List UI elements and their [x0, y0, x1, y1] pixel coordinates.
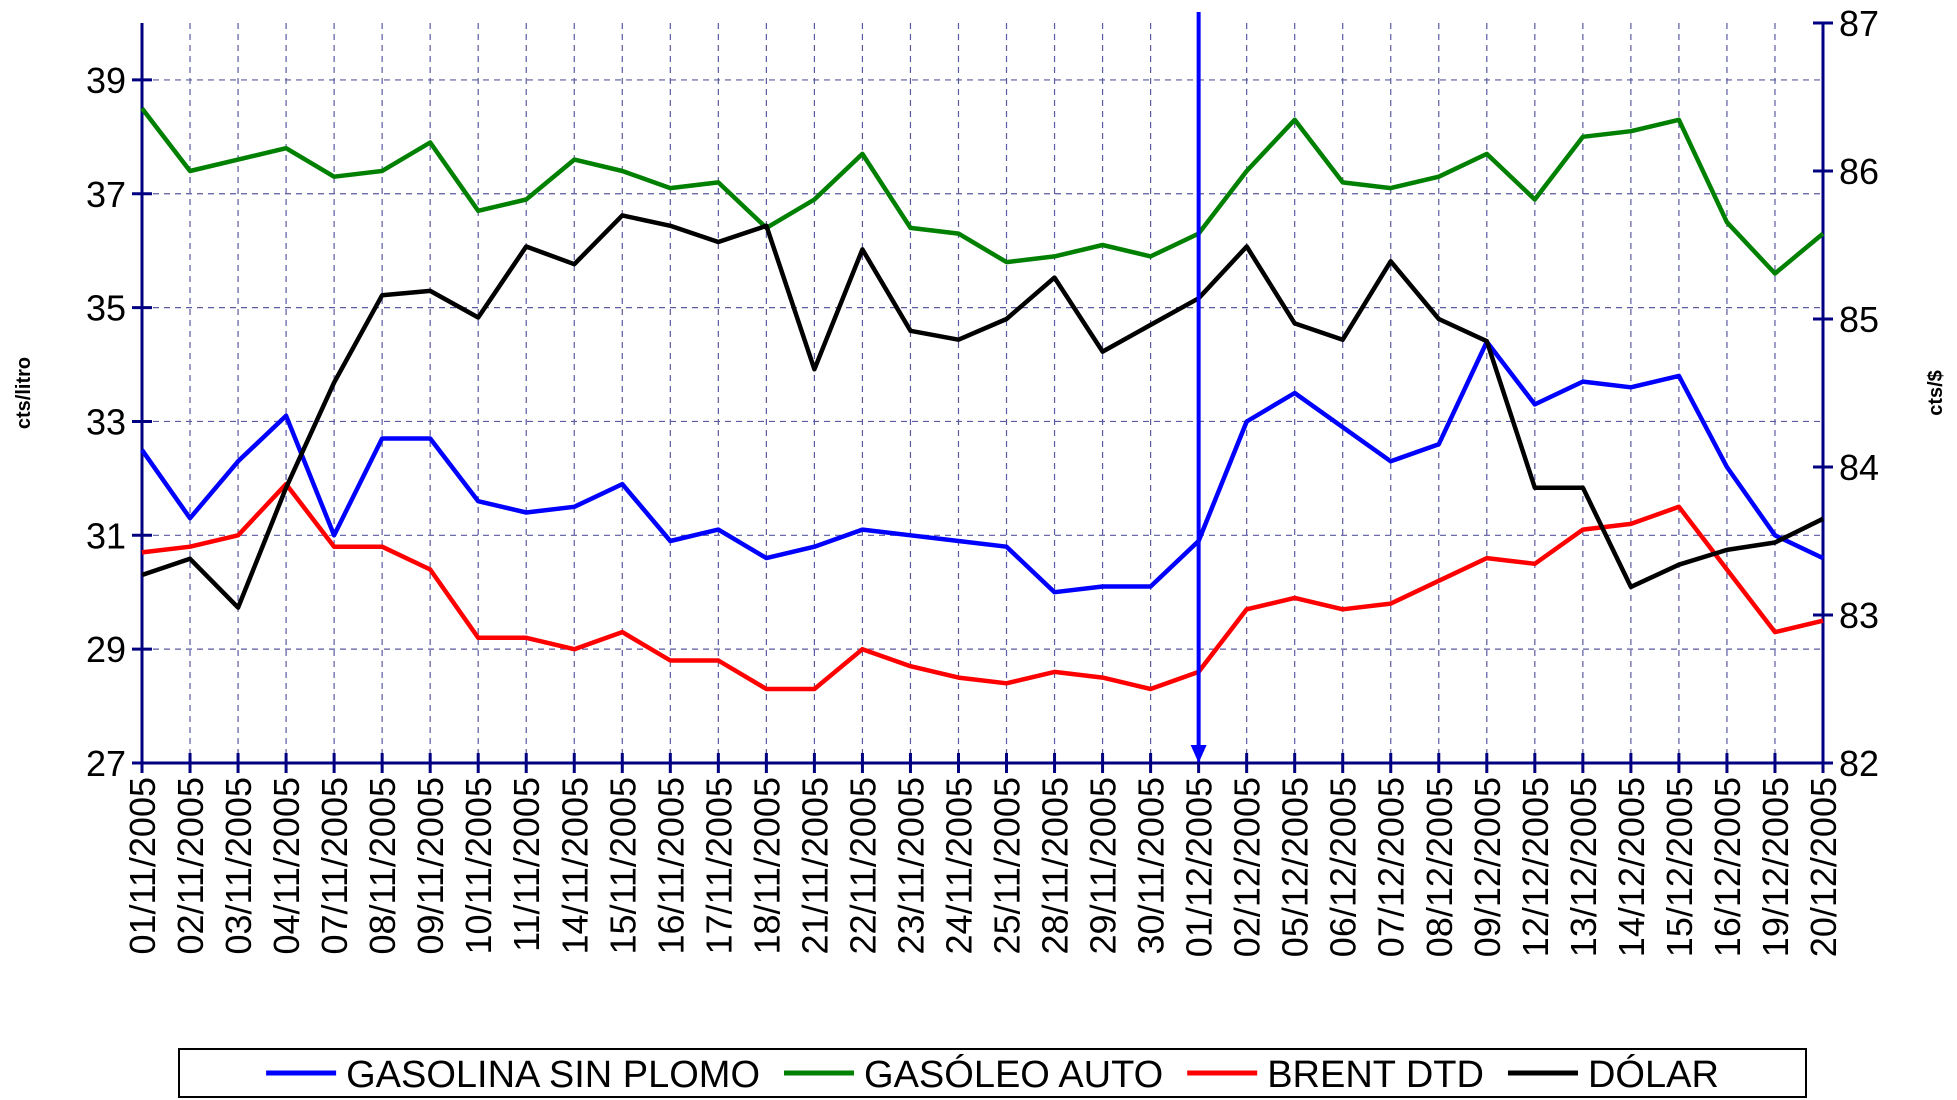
legend: GASOLINA SIN PLOMO GASÓLEO AUTO BRENT DTD D…: [178, 1048, 1807, 1098]
x-tick-label: 10/11/2005: [458, 777, 499, 955]
y2-axis-label: cts/$: [1925, 370, 1947, 416]
x-tick-label: 13/12/2005: [1563, 777, 1604, 957]
x-tick-label: 25/11/2005: [987, 777, 1028, 955]
y2-tick-label: 83: [1839, 595, 1879, 636]
x-tick-label: 09/11/2005: [410, 777, 451, 955]
x-tick-label: 03/11/2005: [218, 777, 259, 955]
x-tick-label: 30/11/2005: [1131, 777, 1172, 955]
y2-tick-label: 86: [1839, 151, 1879, 192]
x-tick-label: 19/12/2005: [1755, 777, 1796, 957]
y-tick-label: 31: [86, 515, 126, 556]
x-tick-label: 14/12/2005: [1611, 777, 1652, 957]
x-tick-label: 12/12/2005: [1515, 777, 1556, 957]
y2-tick-label: 84: [1839, 447, 1879, 488]
x-tick-label: 07/12/2005: [1371, 777, 1412, 957]
x-tick-label: 04/11/2005: [266, 777, 307, 955]
legend-label: BRENT DTD: [1267, 1054, 1484, 1096]
x-tick-label: 09/12/2005: [1467, 777, 1508, 957]
legend-label: GASÓLEO AUTO: [864, 1053, 1163, 1096]
x-tick-label: 20/12/2005: [1803, 777, 1844, 957]
x-tick-label: 01/11/2005: [122, 777, 163, 955]
x-tick-label: 28/11/2005: [1035, 777, 1076, 955]
y-tick-label: 29: [86, 629, 126, 670]
y-tick-label: 27: [86, 743, 126, 784]
x-tick-label: 16/11/2005: [650, 777, 691, 955]
x-tick-label: 21/11/2005: [794, 777, 835, 955]
line-series: [141, 213, 1824, 610]
x-tick-label: 06/12/2005: [1323, 777, 1364, 957]
x-tick-label: 01/12/2005: [1179, 777, 1220, 957]
y-tick-label: 39: [86, 60, 126, 101]
y2-tick-label: 85: [1839, 299, 1879, 340]
legend-label: GASOLINA SIN PLOMO: [346, 1054, 760, 1096]
x-tick-label: 18/11/2005: [746, 777, 787, 955]
x-tick-label: 02/12/2005: [1227, 777, 1268, 957]
x-tick-label: 07/11/2005: [314, 777, 355, 955]
x-tick-label: 17/11/2005: [698, 777, 739, 955]
x-tick-label: 22/11/2005: [842, 777, 883, 955]
x-tick-label: 24/11/2005: [938, 777, 979, 955]
line-series: [140, 339, 1824, 595]
marker-arrowhead: [1190, 745, 1207, 763]
x-tick-label: 08/12/2005: [1419, 777, 1460, 957]
x-tick-label: 15/11/2005: [602, 777, 643, 955]
x-tick-label: 14/11/2005: [554, 777, 595, 955]
line-series: [140, 107, 1825, 276]
y-axis-label: cts/litro: [13, 357, 35, 429]
x-tick-label: 02/11/2005: [170, 777, 211, 955]
x-tick-label: 29/11/2005: [1083, 777, 1124, 955]
y-tick-label: 35: [86, 288, 126, 329]
x-tick-label: 11/11/2005: [506, 777, 547, 952]
line-series: [141, 481, 1824, 692]
y2-tick-label: 82: [1839, 743, 1879, 784]
y-tick-label: 37: [86, 174, 126, 215]
x-tick-label: 16/12/2005: [1707, 777, 1748, 957]
x-tick-label: 08/11/2005: [362, 777, 403, 955]
x-tick-label: 15/12/2005: [1659, 777, 1700, 957]
x-tick-label: 23/11/2005: [890, 777, 931, 955]
y-tick-label: 33: [86, 401, 126, 442]
y2-tick-label: 87: [1839, 3, 1879, 44]
x-tick-label: 05/12/2005: [1275, 777, 1316, 957]
legend-label: DÓLAR: [1588, 1053, 1719, 1096]
